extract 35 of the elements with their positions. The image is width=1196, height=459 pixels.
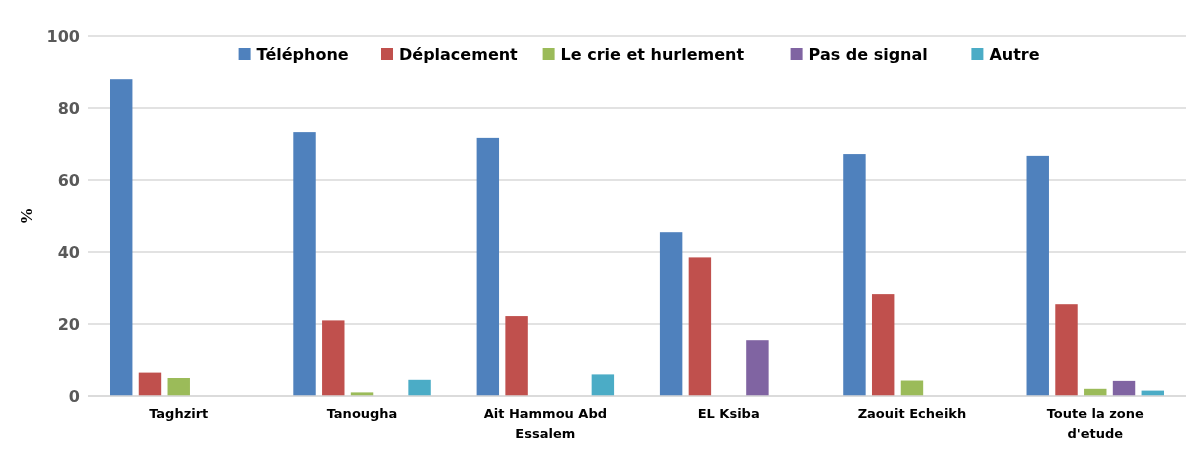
bar [1026, 155, 1049, 396]
legend-label: Déplacement [399, 45, 519, 64]
bar [688, 257, 712, 396]
x-tick-label: Ait Hammou Abd Essalem [483, 406, 608, 441]
bar [1055, 304, 1078, 396]
bar [293, 132, 316, 396]
bar [843, 154, 866, 396]
bar [322, 320, 345, 396]
y-tick-label: 40 [57, 242, 80, 262]
y-tick-label: 0 [68, 386, 80, 406]
bar [167, 378, 190, 396]
bar [871, 294, 895, 396]
bar [408, 379, 431, 396]
bar [1112, 380, 1136, 396]
y-tick-label: 60 [57, 170, 80, 190]
bar [659, 232, 683, 396]
legend-label: Téléphone [256, 45, 349, 64]
bar [110, 79, 133, 396]
bar [591, 374, 615, 396]
y-tick-label: 80 [57, 98, 80, 118]
x-tick-label: EL Ksiba [697, 406, 760, 421]
bar [505, 316, 528, 396]
x-tick-label: Tanougha [326, 406, 398, 421]
x-tick-label: Toute la zone d'etude [1046, 406, 1145, 441]
bar [746, 340, 769, 396]
y-tick-label: 100 [46, 26, 80, 46]
bar [476, 137, 500, 396]
y-tick-label: 20 [57, 314, 80, 334]
y-axis-title: % [17, 207, 36, 225]
x-tick-label: Zaouit Echeikh [857, 406, 967, 421]
bar [138, 372, 162, 396]
legend-label: Pas de signal [808, 45, 928, 64]
legend-label: Autre [989, 45, 1040, 64]
x-tick-label: Taghzirt [149, 406, 209, 421]
legend-label: Le crie et hurlement [560, 45, 745, 64]
